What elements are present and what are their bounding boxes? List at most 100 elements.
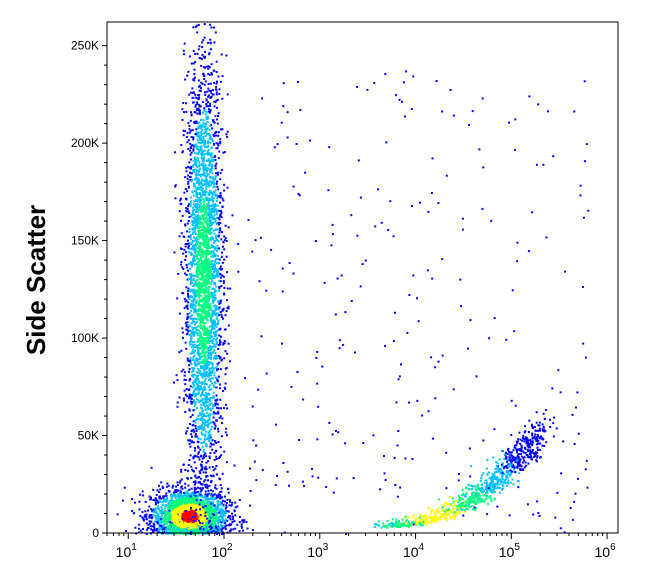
data-point xyxy=(204,209,207,212)
data-point xyxy=(152,488,155,491)
data-point xyxy=(190,136,193,138)
data-point xyxy=(165,511,168,513)
data-point xyxy=(203,250,206,253)
data-point xyxy=(231,521,234,524)
data-point xyxy=(189,171,191,174)
data-point xyxy=(187,182,190,185)
data-point xyxy=(174,499,177,502)
data-point xyxy=(194,447,196,450)
data-point xyxy=(186,427,189,430)
data-point xyxy=(182,526,185,528)
data-point xyxy=(172,530,175,533)
data-point xyxy=(200,411,203,414)
data-point xyxy=(201,46,204,49)
data-point xyxy=(192,160,195,162)
data-point xyxy=(200,314,203,317)
data-point xyxy=(197,135,200,138)
data-point xyxy=(217,441,220,444)
data-point xyxy=(199,266,202,268)
data-point xyxy=(207,217,210,220)
data-point xyxy=(206,267,209,270)
data-point xyxy=(192,169,195,172)
data-point xyxy=(206,128,208,131)
data-point xyxy=(196,152,199,155)
data-point xyxy=(204,228,207,231)
data-point xyxy=(217,361,220,364)
data-point xyxy=(216,524,219,527)
data-point xyxy=(194,216,197,219)
data-point xyxy=(218,477,221,480)
data-point xyxy=(182,49,185,52)
data-point xyxy=(215,262,218,265)
data-point xyxy=(199,492,202,495)
data-point xyxy=(179,199,182,202)
data-point xyxy=(215,473,218,476)
data-point xyxy=(181,331,184,334)
data-point xyxy=(197,521,200,524)
data-point xyxy=(205,291,208,294)
data-point xyxy=(215,236,217,239)
data-point xyxy=(195,499,198,502)
data-point xyxy=(210,147,213,150)
data-point xyxy=(207,226,210,229)
data-point xyxy=(218,383,221,386)
data-point xyxy=(196,291,199,294)
data-point xyxy=(221,496,223,499)
data-point xyxy=(220,216,223,219)
data-point xyxy=(201,289,204,292)
data-point xyxy=(219,503,222,506)
data-point xyxy=(198,362,201,365)
data-point xyxy=(201,41,204,44)
data-point xyxy=(192,149,195,152)
data-point xyxy=(171,502,174,505)
data-point xyxy=(213,276,216,279)
data-point xyxy=(152,499,155,501)
data-point xyxy=(212,351,214,354)
data-point xyxy=(198,204,201,207)
data-point xyxy=(205,420,208,423)
data-point xyxy=(186,508,189,510)
data-point xyxy=(142,517,145,520)
data-point xyxy=(199,374,202,376)
data-point xyxy=(145,515,148,518)
data-point xyxy=(219,415,222,418)
data-point xyxy=(207,144,210,147)
data-point xyxy=(207,294,210,297)
data-point xyxy=(161,501,164,504)
data-point xyxy=(191,314,193,317)
data-point xyxy=(189,416,192,418)
data-point xyxy=(216,502,219,505)
data-point xyxy=(138,523,141,526)
data-point xyxy=(209,208,212,211)
data-point xyxy=(220,238,223,241)
data-point xyxy=(217,157,220,160)
data-point xyxy=(229,528,232,531)
data-point xyxy=(191,414,194,417)
data-point xyxy=(145,518,148,521)
data-point xyxy=(226,271,228,274)
data-point xyxy=(205,396,208,399)
data-point xyxy=(189,517,192,520)
data-point xyxy=(218,342,221,345)
data-point xyxy=(233,510,236,513)
data-point xyxy=(186,207,189,210)
data-point xyxy=(202,158,205,161)
data-point xyxy=(203,453,206,456)
data-point xyxy=(237,243,240,246)
data-point xyxy=(216,245,219,248)
data-point xyxy=(193,156,196,159)
data-point xyxy=(204,468,207,471)
data-point xyxy=(219,327,222,330)
data-point xyxy=(205,99,208,102)
data-point xyxy=(216,306,219,309)
data-point xyxy=(212,384,215,387)
data-point xyxy=(176,499,179,501)
data-point xyxy=(193,405,196,408)
data-point xyxy=(191,496,194,499)
data-point xyxy=(215,529,217,531)
data-point xyxy=(216,315,219,318)
data-point xyxy=(202,255,205,258)
data-point xyxy=(150,528,153,531)
data-point xyxy=(223,495,226,498)
data-point xyxy=(216,403,219,406)
